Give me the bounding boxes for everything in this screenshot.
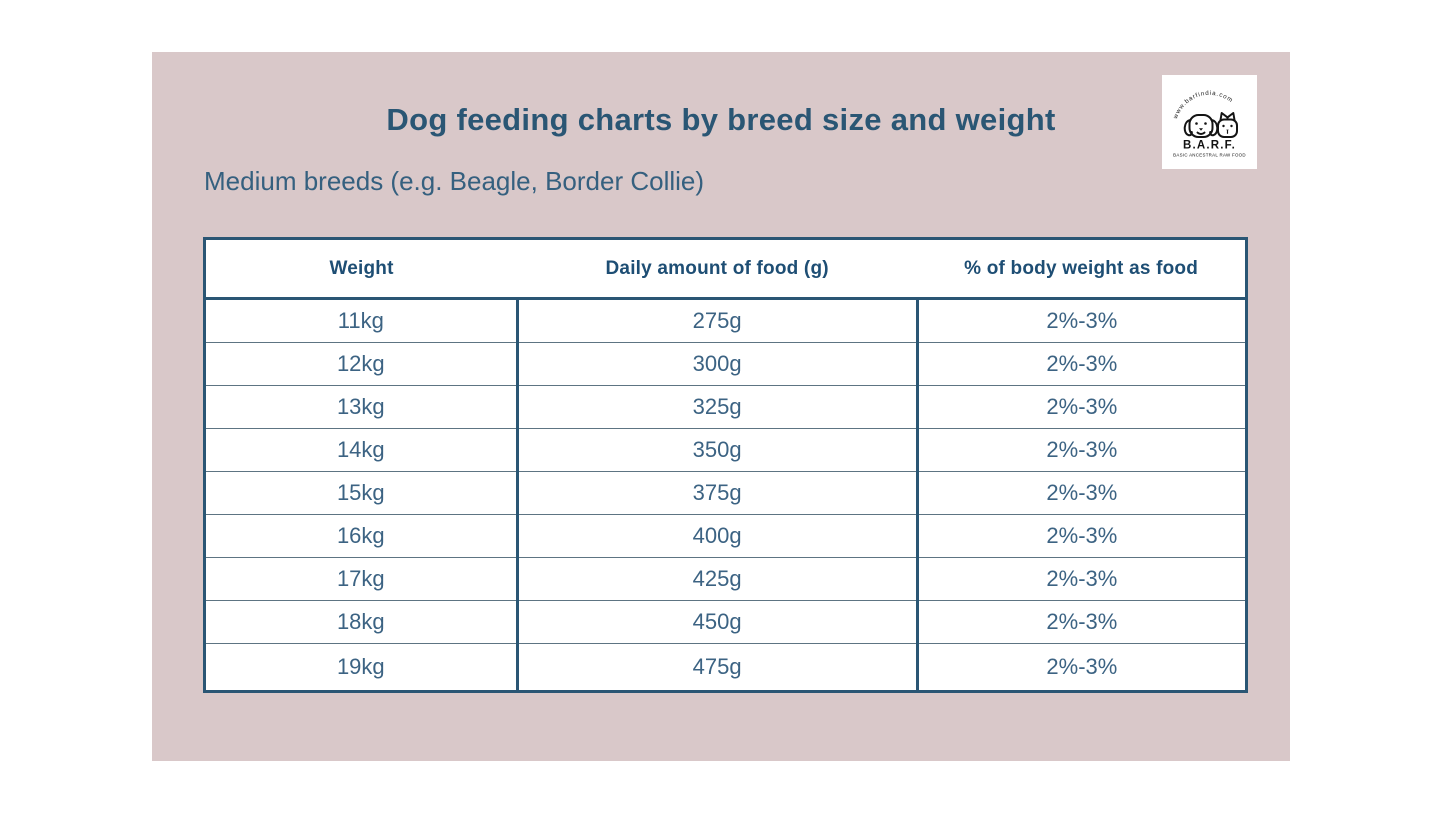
cell-daily-amount: 425g [517,557,918,601]
table-row: 14kg 350g 2%-3% [204,428,1247,472]
barf-logo: www.barfindia.com [1162,75,1257,169]
page-title: Dog feeding charts by breed size and wei… [386,102,1056,137]
cell-body-weight-pct: 2%-3% [915,342,1247,386]
cell-weight: 14kg [204,428,519,472]
table-row: 16kg 400g 2%-3% [204,514,1247,558]
cell-body-weight-pct: 2%-3% [915,557,1247,601]
cell-body-weight-pct: 2%-3% [915,471,1247,515]
table-row: 18kg 450g 2%-3% [204,600,1247,644]
cell-weight: 19kg [204,643,519,692]
table-row: 19kg 475g 2%-3% [204,643,1247,692]
cell-daily-amount: 300g [517,342,918,386]
cell-weight: 16kg [204,514,519,558]
table-row: 17kg 425g 2%-3% [204,557,1247,601]
column-header-body-weight-pct: % of body weight as food [917,238,1247,300]
dog-face-icon [1183,114,1219,138]
cell-daily-amount: 400g [517,514,918,558]
barf-logo-graphic: www.barfindia.com [1172,90,1246,158]
slide-panel: Dog feeding charts by breed size and wei… [152,52,1290,761]
cat-face-icon [1217,112,1238,138]
cell-weight: 17kg [204,557,519,601]
cell-daily-amount: 375g [517,471,918,515]
cell-daily-amount: 475g [517,643,918,692]
table-row: 12kg 300g 2%-3% [204,342,1247,386]
table-header-row: Weight Daily amount of food (g) % of bod… [204,238,1247,300]
logo-tagline-text: BASIC ANCESTRAL RAW FOOD [1173,153,1246,158]
column-header-weight: Weight [204,238,518,300]
cell-weight: 12kg [204,342,519,386]
table-row: 11kg 275g 2%-3% [204,298,1247,343]
cell-body-weight-pct: 2%-3% [915,385,1247,429]
logo-brand-text: B.A.R.F. [1183,140,1236,152]
cell-weight: 11kg [204,298,519,343]
feeding-table: Weight Daily amount of food (g) % of bod… [203,237,1248,693]
cell-daily-amount: 450g [517,600,918,644]
subtitle: Medium breeds (e.g. Beagle, Border Colli… [204,166,705,196]
cell-weight: 18kg [204,600,519,644]
cell-daily-amount: 350g [517,428,918,472]
cell-daily-amount: 275g [517,298,918,343]
cell-body-weight-pct: 2%-3% [915,600,1247,644]
cell-weight: 15kg [204,471,519,515]
cell-body-weight-pct: 2%-3% [915,643,1247,692]
table-row: 13kg 325g 2%-3% [204,385,1247,429]
cell-daily-amount: 325g [517,385,918,429]
cell-body-weight-pct: 2%-3% [915,514,1247,558]
cell-body-weight-pct: 2%-3% [915,298,1247,343]
cell-body-weight-pct: 2%-3% [915,428,1247,472]
column-header-daily-amount: Daily amount of food (g) [517,238,918,300]
table-row: 15kg 375g 2%-3% [204,471,1247,515]
cell-weight: 13kg [204,385,519,429]
